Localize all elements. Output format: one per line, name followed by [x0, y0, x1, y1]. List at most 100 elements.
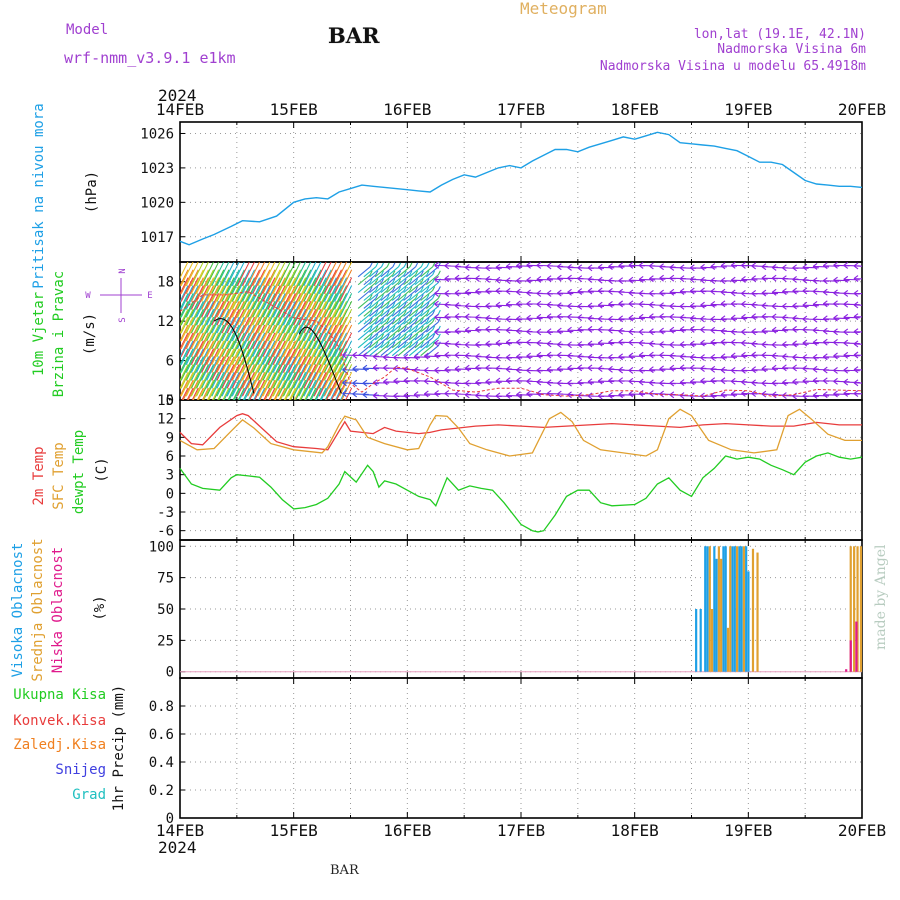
wind-barb	[649, 278, 666, 280]
wind-barb	[720, 277, 726, 282]
wind-barb	[557, 365, 562, 370]
wind-barb	[272, 293, 286, 318]
wind-barb	[495, 368, 501, 372]
wind-barb	[231, 277, 245, 302]
wind-barb	[485, 392, 491, 397]
wind-barb	[323, 269, 337, 294]
wind-barb	[597, 392, 603, 397]
wind-barb	[386, 282, 399, 294]
wind-barb	[257, 340, 271, 365]
wind-barb	[782, 382, 799, 384]
wind-barb	[226, 277, 240, 302]
wind-barb	[308, 364, 322, 389]
wind-barb	[833, 279, 850, 282]
wind-barb	[393, 395, 410, 398]
wind-barb	[206, 285, 220, 310]
wind-barb	[495, 276, 501, 281]
wind-barb	[218, 379, 230, 400]
xtick-label-bottom: 14FEB	[156, 821, 204, 840]
wind-barb	[339, 277, 353, 302]
wind-barb	[567, 367, 584, 370]
wind-barb	[833, 355, 838, 360]
wind-barb	[597, 290, 603, 295]
wind-barb	[526, 292, 531, 297]
wind-barb	[516, 318, 521, 323]
model-elevation-label: Nadmorska Visina u modelu 65.4918m	[600, 59, 866, 74]
wind-barb	[843, 264, 849, 269]
wind-barb	[413, 391, 419, 396]
wind-barb	[689, 317, 695, 322]
wind-barb	[505, 342, 511, 346]
wind-barb	[277, 372, 291, 397]
wind-barb	[700, 380, 705, 385]
wind-barb	[398, 294, 402, 299]
wind-barb	[782, 317, 787, 322]
wind-barb	[201, 332, 215, 358]
wind-barb	[618, 394, 624, 399]
wind-barb	[180, 340, 194, 365]
wind-barb	[628, 292, 634, 297]
wind-barb	[516, 303, 521, 308]
wind-barb	[329, 308, 342, 334]
wind-barb	[363, 274, 377, 286]
wind-barb	[689, 381, 695, 386]
wind-barb	[690, 381, 707, 383]
wind-barb	[567, 274, 572, 279]
wind-barb	[771, 391, 777, 396]
wind-barb	[413, 353, 419, 358]
wind-barb	[475, 302, 480, 307]
station-title: BAR	[328, 23, 380, 48]
wind-barb	[413, 356, 419, 361]
wind-barb	[782, 344, 787, 348]
wind-barb	[546, 354, 552, 359]
wind-barb	[495, 395, 501, 400]
wind-barb	[679, 275, 685, 280]
wind-barb	[363, 290, 377, 301]
wind-barb	[689, 367, 695, 372]
wind-barb	[242, 364, 255, 389]
wind-barb	[710, 318, 727, 321]
wind-axis-unit: (m/s)	[82, 313, 98, 355]
wind-barb	[679, 395, 685, 399]
wind-barb	[679, 379, 685, 384]
wind-barb	[720, 391, 726, 396]
wind-barb	[813, 394, 830, 397]
wind-barb	[751, 351, 757, 356]
wind-barb	[257, 301, 271, 326]
wind-barb	[393, 354, 398, 359]
wind-barb	[313, 372, 327, 397]
wind-barb	[792, 290, 797, 295]
wind-barb	[608, 280, 613, 285]
wind-barb	[649, 393, 654, 397]
wind-barb	[567, 341, 572, 346]
wind-barb	[334, 269, 348, 294]
wind-barb	[352, 354, 358, 359]
wind-barb	[339, 308, 353, 334]
wind-barb	[277, 356, 291, 381]
wind-barb	[608, 300, 613, 305]
wind-barb	[454, 289, 460, 294]
wind-barb	[853, 331, 862, 333]
wind-barb	[386, 325, 390, 331]
wind-barb	[587, 392, 593, 397]
wind-barb	[363, 329, 377, 341]
wind-barb	[720, 280, 738, 282]
wind-barb	[843, 316, 849, 321]
wind-barb	[588, 305, 605, 307]
wind-barb	[221, 301, 235, 326]
wind-barb	[216, 269, 230, 294]
wind-barb	[577, 314, 583, 319]
wind-barb	[741, 342, 746, 347]
wind-barb	[659, 263, 664, 268]
wind-barb	[267, 372, 281, 397]
wind-barb	[741, 275, 746, 280]
wind-barb	[853, 331, 859, 336]
wind-barb	[298, 332, 312, 358]
wind-barb	[216, 324, 230, 350]
wind-barb	[464, 341, 470, 346]
wind-barb	[638, 313, 644, 318]
wind-barb	[226, 340, 240, 365]
wind-barb	[557, 368, 562, 373]
wind-barb	[638, 275, 644, 280]
wind-barb	[536, 351, 542, 356]
